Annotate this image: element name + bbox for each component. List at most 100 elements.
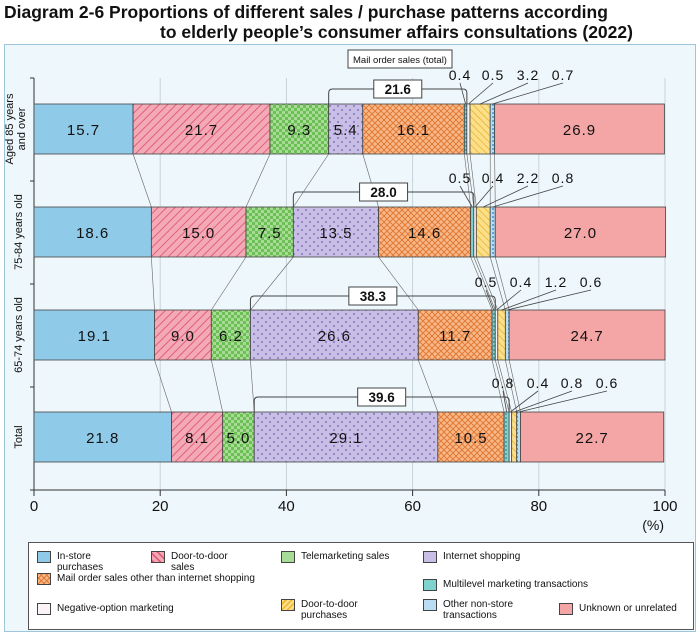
legend-label-line: Mail order sales other than internet sho… bbox=[57, 573, 255, 584]
connector-line bbox=[417, 359, 439, 413]
bar-door-to-door-purchases bbox=[475, 206, 491, 258]
mail-order-total: 28.0 bbox=[370, 185, 396, 200]
legend-label: Internet shopping bbox=[443, 551, 520, 562]
value-label: 14.6 bbox=[408, 225, 441, 242]
legend-label-line: Negative-option marketing bbox=[57, 603, 174, 614]
value-label: 9.0 bbox=[171, 328, 195, 345]
value-label: 22.7 bbox=[576, 430, 609, 447]
mail-order-brackets: 21.6 28.0 38.3 39.6 bbox=[249, 79, 510, 412]
connector-line bbox=[466, 153, 475, 208]
bar-unknown-or-unrelated bbox=[494, 206, 667, 258]
small-value-label: 0.5 bbox=[475, 274, 497, 290]
bar-door-to-door-sales bbox=[154, 309, 212, 361]
small-value-label: 0.5 bbox=[482, 67, 504, 83]
value-label: 16.1 bbox=[397, 122, 430, 139]
small-value-label: 0.7 bbox=[552, 67, 574, 83]
leader-line bbox=[510, 390, 539, 413]
small-value-label: 0.8 bbox=[552, 170, 574, 186]
connector-line bbox=[293, 153, 329, 208]
value-label: 7.5 bbox=[258, 225, 282, 242]
legend-item-telemarketing-sales: Telemarketing sales bbox=[281, 551, 389, 563]
bar-door-to-door-purchases bbox=[497, 309, 506, 361]
leader-line bbox=[507, 289, 592, 311]
leader-line bbox=[518, 390, 608, 413]
leader-line bbox=[492, 185, 564, 208]
bar-telemarketing-sales bbox=[222, 411, 255, 463]
bar-other-non-store-transactions bbox=[489, 103, 496, 155]
leader-line bbox=[479, 82, 529, 105]
leader-line bbox=[483, 185, 529, 208]
connector-line bbox=[250, 359, 255, 413]
mail-order-total-box: Mail order sales (total) bbox=[347, 49, 453, 69]
x-tick-label: 80 bbox=[530, 498, 547, 515]
legend-label: Telemarketing sales bbox=[301, 551, 389, 562]
legend: In-store purchases Door-to-door sales Telema… bbox=[28, 542, 694, 630]
value-label: 29.1 bbox=[329, 430, 362, 447]
legend-swatch bbox=[423, 579, 437, 591]
value-label: 18.6 bbox=[76, 225, 109, 242]
small-value-label: 0.6 bbox=[596, 375, 618, 391]
value-label: 13.5 bbox=[319, 225, 352, 242]
bar-door-to-door-sales bbox=[150, 206, 247, 258]
small-value-label: 0.4 bbox=[449, 67, 471, 83]
x-tick-labels: 0 20 40 60 80 100 bbox=[30, 498, 678, 515]
category-label: 75-84 years old bbox=[13, 194, 25, 270]
bar-unknown-or-unrelated bbox=[494, 103, 665, 155]
value-label: 11.7 bbox=[439, 328, 471, 345]
bar-mail-order-sales-other-than-internet-shopping bbox=[378, 206, 472, 258]
leader-line bbox=[514, 390, 573, 413]
bar-in-store-purchases bbox=[33, 411, 172, 463]
legend-item-in-store-purchases: In-store purchases bbox=[37, 551, 103, 573]
category-label-line: 65-74 years old bbox=[13, 297, 25, 373]
legend-label-line: purchases bbox=[301, 610, 348, 621]
mail-order-total: 38.3 bbox=[360, 289, 387, 304]
bar-unknown-or-unrelated bbox=[508, 309, 666, 361]
legend-item-multilevel-marketing-transactions: Multilevel marketing transactions bbox=[423, 579, 588, 591]
connector-line bbox=[494, 359, 510, 413]
bar-other-non-store-transactions bbox=[516, 411, 521, 463]
small-value-label: 2.2 bbox=[517, 170, 539, 186]
legend-swatch bbox=[281, 599, 295, 611]
legend-label: Door-to-door sales bbox=[171, 551, 228, 573]
bar-multilevel-marketing-transactions bbox=[491, 309, 496, 361]
small-value-label: 1.2 bbox=[545, 274, 567, 290]
legend-label: Mail order sales other than internet sho… bbox=[57, 573, 255, 584]
value-label: 10.5 bbox=[454, 430, 487, 447]
legend-label-line: Telemarketing sales bbox=[301, 551, 390, 562]
connector-line bbox=[470, 256, 493, 311]
legend-item-other-non-store-transactions: Other non-store transactions bbox=[423, 599, 513, 621]
connector-line bbox=[211, 359, 223, 413]
bar-internet-shopping bbox=[250, 309, 419, 361]
bar-mail-order-sales-other-than-internet-shopping bbox=[417, 309, 493, 361]
connector-line bbox=[469, 153, 477, 208]
value-label: 6.2 bbox=[219, 328, 243, 345]
leader-line bbox=[492, 82, 564, 105]
legend-label: Negative-option marketing bbox=[57, 603, 174, 614]
bar-mail-order-sales-other-than-internet-shopping bbox=[437, 411, 505, 463]
x-tick-label: 40 bbox=[278, 498, 295, 515]
connector-line bbox=[151, 256, 155, 311]
legend-label: Door-to-door purchases bbox=[301, 599, 358, 621]
connector-line bbox=[245, 153, 271, 208]
chart-title-line-1: Diagram 2-6 Proportions of different sal… bbox=[4, 2, 608, 22]
legend-label: Unknown or unrelated bbox=[579, 603, 677, 614]
bar-negative-option-marketing bbox=[466, 103, 471, 155]
mail-order-total: 21.6 bbox=[385, 82, 412, 97]
leader-line bbox=[459, 82, 466, 105]
legend-label-line: In-store bbox=[57, 551, 91, 562]
category-labels: Aged 85 years and over 75-84 years old 65-7… bbox=[4, 93, 28, 449]
bar-telemarketing-sales bbox=[210, 309, 251, 361]
leader-line bbox=[459, 185, 473, 208]
legend-swatch bbox=[423, 599, 437, 611]
category-label-line: Total bbox=[13, 425, 25, 448]
category-label: 65-74 years old bbox=[13, 297, 25, 373]
category-label: Total bbox=[13, 425, 25, 448]
category-label: Aged 85 years and over bbox=[4, 93, 28, 164]
legend-label-line: purchases bbox=[57, 562, 104, 573]
unit-label: (%) bbox=[642, 517, 664, 533]
legend-item-door-to-door-sales: Door-to-door sales bbox=[151, 551, 228, 573]
category-label-line: and over bbox=[16, 107, 28, 150]
leader-line bbox=[496, 289, 522, 311]
bar-other-non-store-transactions bbox=[489, 206, 496, 258]
connector-line bbox=[489, 256, 506, 311]
